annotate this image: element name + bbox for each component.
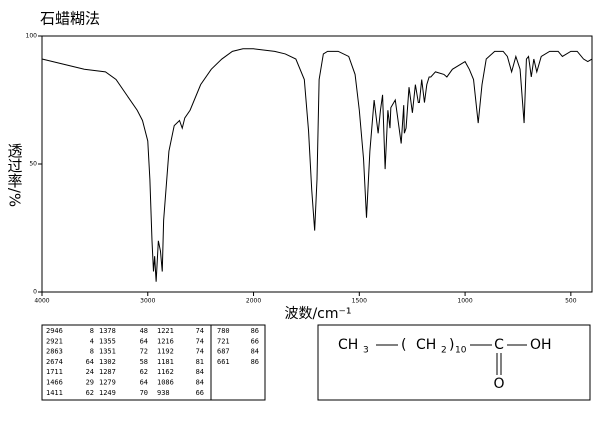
group: ( bbox=[401, 337, 406, 353]
peak-transmittance: 64 bbox=[140, 379, 148, 387]
peak-wavenumber: 661 bbox=[217, 358, 230, 366]
group: CH bbox=[338, 337, 358, 353]
group: O bbox=[493, 376, 504, 392]
peak-wavenumber: 2674 bbox=[46, 358, 63, 366]
peak-transmittance: 86 bbox=[251, 358, 259, 366]
peak-transmittance: 74 bbox=[196, 337, 204, 345]
peak-wavenumber: 687 bbox=[217, 348, 230, 356]
peak-transmittance: 70 bbox=[140, 389, 148, 397]
peak-transmittance: 64 bbox=[140, 337, 148, 345]
peak-transmittance: 4 bbox=[90, 337, 94, 345]
y-tick-label: 50 bbox=[29, 161, 37, 168]
group: OH bbox=[530, 337, 552, 353]
y-tick-label: 0 bbox=[33, 289, 37, 296]
peak-wavenumber: 2946 bbox=[46, 327, 63, 335]
peak-transmittance: 48 bbox=[140, 327, 148, 335]
peak-transmittance: 62 bbox=[140, 368, 148, 376]
peak-wavenumber: 1192 bbox=[157, 348, 174, 356]
peak-wavenumber: 1351 bbox=[99, 348, 116, 356]
subscript: 2 bbox=[441, 346, 447, 356]
peak-wavenumber: 1287 bbox=[99, 368, 116, 376]
peak-transmittance: 84 bbox=[196, 368, 204, 376]
peak-transmittance: 66 bbox=[251, 337, 259, 345]
peak-wavenumber: 1181 bbox=[157, 358, 174, 366]
group: CH bbox=[416, 337, 436, 353]
peak-transmittance: 72 bbox=[140, 348, 148, 356]
peak-transmittance: 74 bbox=[196, 327, 204, 335]
peak-transmittance: 24 bbox=[86, 368, 94, 376]
peak-transmittance: 84 bbox=[196, 379, 204, 387]
x-tick-label: 2000 bbox=[246, 298, 261, 305]
peak-transmittance: 84 bbox=[251, 348, 259, 356]
peak-transmittance: 29 bbox=[86, 379, 94, 387]
peak-transmittance: 8 bbox=[90, 348, 94, 356]
peak-wavenumber: 2863 bbox=[46, 348, 63, 356]
peak-wavenumber: 1279 bbox=[99, 379, 116, 387]
y-tick-label: 100 bbox=[26, 33, 38, 40]
peak-transmittance: 8 bbox=[90, 327, 94, 335]
x-tick-label: 4000 bbox=[34, 298, 49, 305]
peak-wavenumber: 721 bbox=[217, 337, 230, 345]
peak-wavenumber: 1216 bbox=[157, 337, 174, 345]
peak-transmittance: 58 bbox=[140, 358, 148, 366]
group: ) bbox=[449, 337, 454, 353]
peak-wavenumber: 1411 bbox=[46, 389, 63, 397]
peak-transmittance: 86 bbox=[251, 327, 259, 335]
peak-wavenumber: 1086 bbox=[157, 379, 174, 387]
peak-wavenumber: 1249 bbox=[99, 389, 116, 397]
peak-transmittance: 62 bbox=[86, 389, 94, 397]
peak-transmittance: 66 bbox=[196, 389, 204, 397]
peak-wavenumber: 1711 bbox=[46, 368, 63, 376]
structure-frame bbox=[317, 324, 591, 401]
x-tick-label: 1500 bbox=[352, 298, 367, 305]
structure bbox=[376, 344, 527, 375]
peak-table-frame bbox=[41, 324, 266, 401]
x-axis-label: 波数/cm⁻¹ bbox=[284, 306, 351, 322]
x-tick-label: 1000 bbox=[457, 298, 472, 305]
peak-transmittance: 74 bbox=[196, 348, 204, 356]
peak-wavenumber: 1221 bbox=[157, 327, 174, 335]
chart-title: 石蜡糊法 bbox=[40, 10, 100, 28]
peak-wavenumber: 1378 bbox=[99, 327, 116, 335]
x-tick-label: 3000 bbox=[140, 298, 155, 305]
peak-wavenumber: 1466 bbox=[46, 379, 63, 387]
peak-wavenumber: 780 bbox=[217, 327, 230, 335]
subscript: 10 bbox=[455, 346, 467, 356]
x-tick-label: 500 bbox=[565, 298, 577, 305]
peak-transmittance: 81 bbox=[196, 358, 204, 366]
subscript: 3 bbox=[363, 346, 369, 356]
peak-wavenumber: 938 bbox=[157, 389, 170, 397]
spectrum-line bbox=[41, 48, 593, 282]
peak-wavenumber: 1355 bbox=[99, 337, 116, 345]
peak-transmittance: 64 bbox=[86, 358, 94, 366]
peak-wavenumber: 1302 bbox=[99, 358, 116, 366]
peak-wavenumber: 1162 bbox=[157, 368, 174, 376]
y-axis-label: 透过率/% bbox=[6, 143, 24, 207]
peak-wavenumber: 2921 bbox=[46, 337, 63, 345]
group: C bbox=[494, 337, 504, 353]
